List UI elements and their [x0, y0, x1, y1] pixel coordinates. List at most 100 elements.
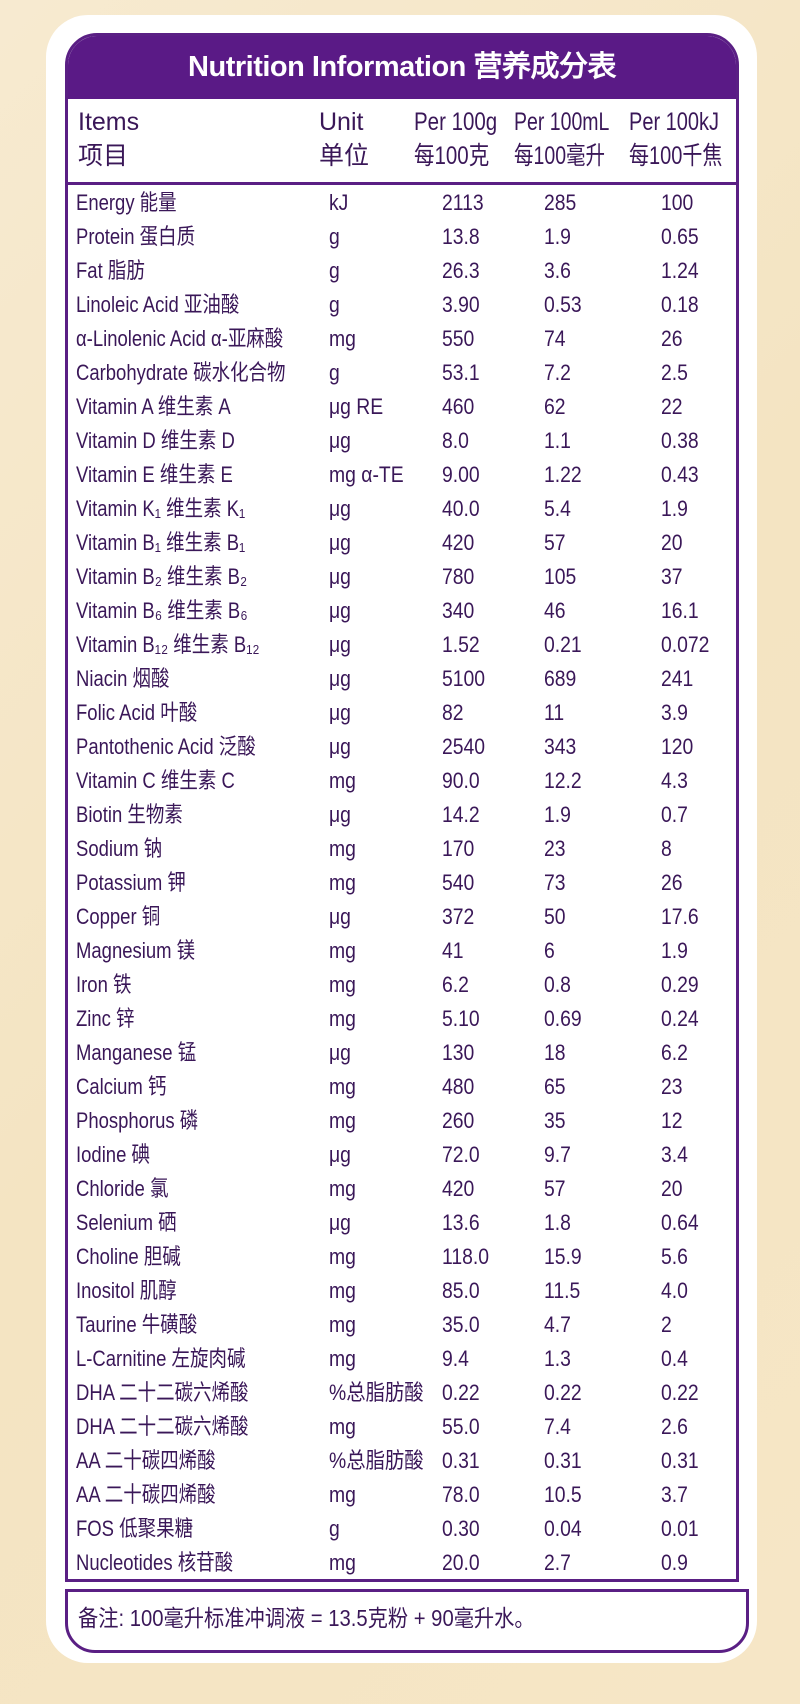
header-zh: 单位 [319, 142, 370, 170]
table-row: Folic Acid 叶酸 μg 82 11 3.9 [68, 696, 736, 730]
table-row: Niacin 烟酸 μg 5100 689 241 [68, 662, 736, 696]
per-100ml: 11 [544, 700, 565, 725]
per-100g: 5.10 [442, 1006, 480, 1031]
unit: mg [329, 1482, 356, 1507]
item-name: Chloride 氯 [76, 1176, 169, 1201]
item-name: DHA 二十二碳六烯酸 [76, 1414, 249, 1439]
per-100kj: 37 [661, 564, 683, 589]
table-row: Manganese 锰 μg 130 18 6.2 [68, 1036, 736, 1070]
per-100g: 480 [442, 1074, 475, 1099]
header-en: Per 100g [414, 108, 498, 136]
per-100g: 420 [442, 530, 475, 555]
header-zh: 项目 [78, 142, 129, 170]
per-100ml: 1.9 [544, 224, 571, 249]
table-title: Nutrition Information 营养成分表 [68, 36, 736, 99]
item-name: Calcium 钙 [76, 1074, 167, 1099]
unit: g [329, 292, 340, 317]
header-zh: 每100毫升 [514, 142, 606, 170]
unit: μg [329, 564, 351, 589]
table-row: Vitamin B₁₂ 维生素 B₁₂ μg 1.52 0.21 0.072 [68, 628, 736, 662]
per-100ml: 10.5 [544, 1482, 582, 1507]
per-100kj: 3.4 [661, 1142, 688, 1167]
per-100kj: 26 [661, 870, 683, 895]
table-row: Pantothenic Acid 泛酸 μg 2540 343 120 [68, 730, 736, 764]
item-name: Magnesium 镁 [76, 938, 196, 963]
per-100ml: 0.22 [544, 1380, 582, 1405]
per-100kj: 0.01 [661, 1516, 699, 1541]
item-name: Vitamin B₂ 维生素 B₂ [76, 564, 248, 589]
per-100kj: 0.29 [661, 972, 699, 997]
unit: μg [329, 632, 351, 657]
item-name: Vitamin D 维生素 D [76, 428, 235, 453]
footnote-text: 备注: 100毫升标准冲调液 = 13.5克粉 + 90毫升水。 [78, 1605, 535, 1631]
per-100ml: 11.5 [544, 1278, 581, 1303]
per-100kj: 0.4 [661, 1346, 688, 1371]
per-100ml: 15.9 [544, 1244, 582, 1269]
item-name: L-Carnitine 左旋肉碱 [76, 1346, 246, 1371]
header-en: Per 100mL [514, 108, 610, 136]
item-name: Niacin 烟酸 [76, 666, 170, 691]
per-100ml: 62 [544, 394, 566, 419]
item-name: Copper 铜 [76, 904, 161, 929]
per-100g: 540 [442, 870, 475, 895]
per-100ml: 0.31 [544, 1448, 582, 1473]
unit: mg [329, 1346, 356, 1371]
table-row: Linoleic Acid 亚油酸 g 3.90 0.53 0.18 [68, 288, 736, 322]
table-row: Sodium 钠 mg 170 23 8 [68, 832, 736, 866]
table-row: Carbohydrate 碳水化合物 g 53.1 7.2 2.5 [68, 356, 736, 390]
item-name: AA 二十碳四烯酸 [76, 1448, 216, 1473]
per-100ml: 50 [544, 904, 566, 929]
per-100ml: 343 [544, 734, 577, 759]
header-en: Unit [319, 108, 364, 136]
table-row: AA 二十碳四烯酸 %总脂肪酸 0.31 0.31 0.31 [68, 1444, 736, 1478]
per-100g: 780 [442, 564, 475, 589]
per-100g: 1.52 [442, 632, 480, 657]
table-row: Vitamin A 维生素 A μg RE 460 62 22 [68, 390, 736, 424]
per-100ml: 65 [544, 1074, 566, 1099]
per-100ml: 0.53 [544, 292, 582, 317]
per-100ml: 105 [544, 564, 577, 589]
per-100kj: 1.9 [661, 938, 688, 963]
per-100g: 170 [442, 836, 475, 861]
per-100kj: 0.9 [661, 1550, 688, 1575]
per-100kj: 120 [661, 734, 694, 759]
unit: μg [329, 1040, 351, 1065]
per-100g: 5100 [442, 666, 486, 691]
per-100g: 85.0 [442, 1278, 480, 1303]
per-100g: 26.3 [442, 258, 480, 283]
item-name: Manganese 锰 [76, 1040, 197, 1065]
table-row: Protein 蛋白质 g 13.8 1.9 0.65 [68, 220, 736, 254]
per-100kj: 0.072 [661, 632, 710, 657]
item-name: Vitamin B₆ 维生素 B₆ [76, 598, 248, 623]
unit: mg [329, 836, 356, 861]
table-row: Magnesium 镁 mg 41 6 1.9 [68, 934, 736, 968]
per-100ml: 12.2 [544, 768, 582, 793]
item-name: Vitamin K₁ 维生素 K₁ [76, 496, 246, 521]
per-100g: 9.00 [442, 462, 480, 487]
table-row: Zinc 锌 mg 5.10 0.69 0.24 [68, 1002, 736, 1036]
per-100g: 118.0 [442, 1244, 490, 1269]
per-100g: 420 [442, 1176, 475, 1201]
per-100g: 13.6 [442, 1210, 480, 1235]
per-100kj: 6.2 [661, 1040, 688, 1065]
per-100kj: 20 [661, 530, 683, 555]
item-name: Fat 脂肪 [76, 258, 145, 283]
per-100g: 40.0 [442, 496, 480, 521]
per-100g: 35.0 [442, 1312, 480, 1337]
per-100kj: 1.24 [661, 258, 699, 283]
table-row: Vitamin D 维生素 D μg 8.0 1.1 0.38 [68, 424, 736, 458]
per-100kj: 3.7 [661, 1482, 688, 1507]
per-100ml: 2.7 [544, 1550, 571, 1575]
per-100g: 550 [442, 326, 475, 351]
per-100g: 130 [442, 1040, 475, 1065]
per-100kj: 0.24 [661, 1006, 699, 1031]
per-100ml: 0.04 [544, 1516, 582, 1541]
per-100ml: 73 [544, 870, 566, 895]
unit: mg [329, 1244, 356, 1269]
per-100g: 55.0 [442, 1414, 480, 1439]
per-100kj: 8 [661, 836, 672, 861]
unit: g [329, 1516, 340, 1541]
unit: mg [329, 1278, 356, 1303]
per-100kj: 17.6 [661, 904, 699, 929]
per-100ml: 1.3 [544, 1346, 571, 1371]
